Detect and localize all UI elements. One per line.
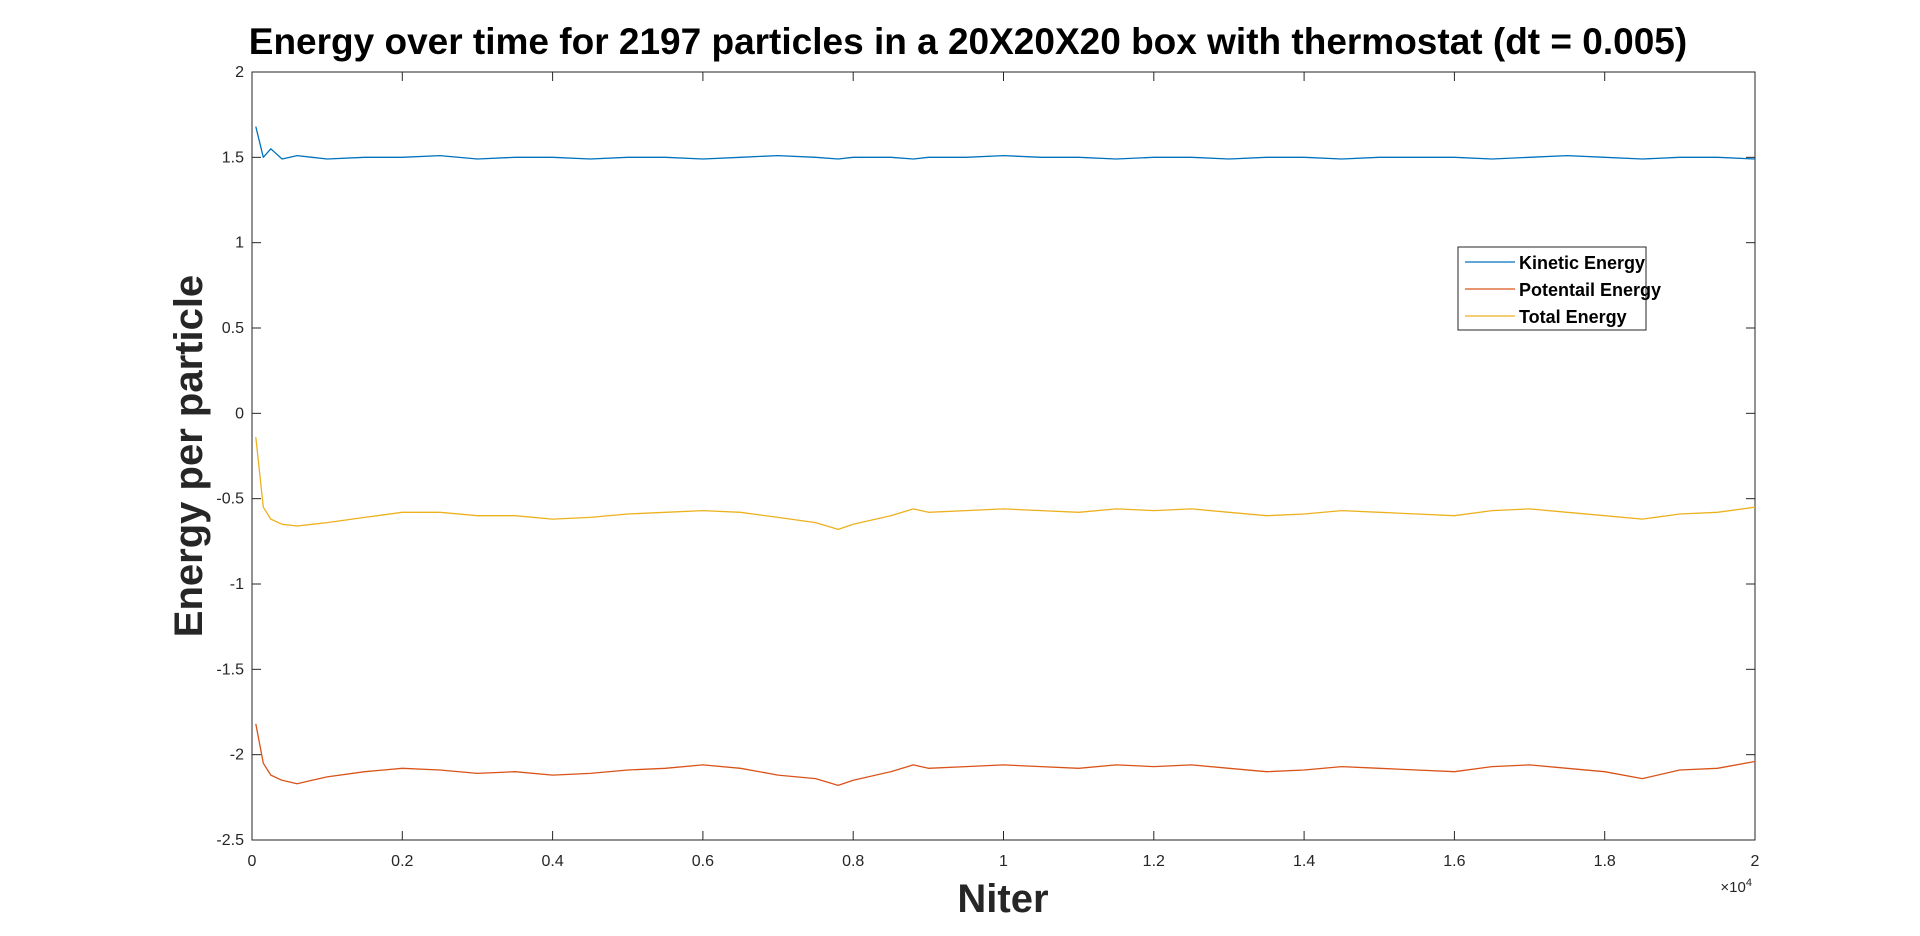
y-tick-label: -2 xyxy=(230,747,244,764)
x-axis-exponent: ×104 xyxy=(1720,877,1752,896)
y-tick-label: -2.5 xyxy=(216,832,244,849)
series-lines xyxy=(255,126,1756,787)
y-tick-label: 1 xyxy=(235,235,244,252)
x-tick-label: 1.2 xyxy=(1143,853,1165,870)
x-tick-label: 0.8 xyxy=(842,853,864,870)
x-tick-label: 0.4 xyxy=(541,853,563,870)
series-line-kinetic xyxy=(255,126,1756,160)
y-tick-label: -1 xyxy=(230,576,244,593)
y-tick-label: 0 xyxy=(235,405,244,422)
legend-label-total: Total Energy xyxy=(1519,307,1627,327)
plot-area xyxy=(251,71,1756,841)
x-tick-label: 0 xyxy=(248,853,257,870)
series-line-potential xyxy=(255,723,1756,787)
x-tick-label: 0.2 xyxy=(391,853,413,870)
chart-title: Energy over time for 2197 particles in a… xyxy=(249,21,1687,62)
legend: Kinetic Energy Potentail Energy Total En… xyxy=(1457,246,1661,331)
legend-label-kinetic: Kinetic Energy xyxy=(1519,253,1645,273)
x-tick-label: 1.6 xyxy=(1443,853,1465,870)
x-tick-label: 1 xyxy=(999,853,1008,870)
y-tick-label: 0.5 xyxy=(222,320,244,337)
x-axis-exponent-power: 4 xyxy=(1746,877,1752,889)
y-tick-label: -1.5 xyxy=(216,661,244,678)
y-axis-label: Energy per particle xyxy=(167,275,211,637)
y-tick-label: -0.5 xyxy=(216,491,244,508)
series-line-total xyxy=(255,437,1756,531)
x-axis-label: Niter xyxy=(957,877,1048,921)
y-tick-label: 2 xyxy=(235,64,244,81)
x-axis: 0 0.2 0.4 0.6 0.8 1 1.2 1.4 1.6 1.8 2 xyxy=(248,72,1760,870)
x-tick-label: 1.8 xyxy=(1594,853,1616,870)
x-tick-label: 1.4 xyxy=(1293,853,1315,870)
y-tick-label: 1.5 xyxy=(222,149,244,166)
y-axis: 2 1.5 1 0.5 0 -0.5 -1 -1.5 -2 -2.5 xyxy=(216,64,1755,849)
legend-label-potential: Potentail Energy xyxy=(1519,280,1661,300)
x-tick-label: 0.6 xyxy=(692,853,714,870)
x-axis-exponent-base: ×10 xyxy=(1720,879,1745,896)
x-tick-label: 2 xyxy=(1751,853,1760,870)
